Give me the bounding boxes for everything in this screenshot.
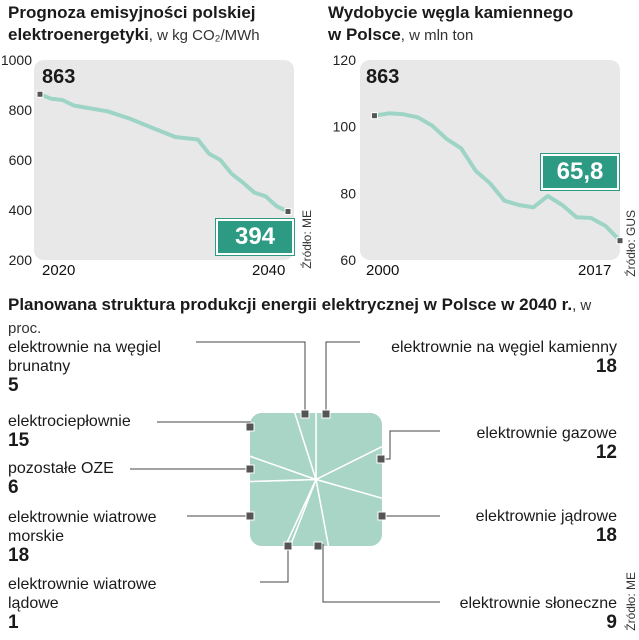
chart2-svg: 120 100 80 60 (333, 52, 624, 268)
pie-slice-7 (250, 413, 318, 481)
chart1-ytick-3: 400 (9, 202, 33, 218)
chart2-ytick-2: 80 (340, 185, 356, 201)
pie-marker-4 (283, 541, 293, 551)
pie-marker-5 (313, 541, 323, 551)
pie-marker-3 (245, 511, 255, 521)
chart2-end-marker (616, 237, 624, 245)
chart2-end-badge: 65,8 (540, 153, 620, 191)
pie-leader-line-4 (260, 546, 289, 583)
chart1-end-badge: 394 (215, 218, 295, 256)
chart2-ytick-1: 100 (333, 119, 357, 135)
chart1-ytick-2: 600 (9, 152, 33, 168)
chart2-start-marker (370, 112, 378, 120)
pie-leader-line-7 (381, 430, 440, 460)
chart1-svg: 1000 800 600 400 200 (1, 52, 294, 268)
pie-label-gazowe: elektrownie gazowe 12 (476, 425, 617, 463)
pie-label-sloneczne: elektrownie słoneczne 9 (459, 595, 617, 633)
pie-label-oze: pozostałe OZE 6 (8, 460, 114, 498)
chart1-xtick-start: 2020 (42, 262, 76, 279)
pie-label-jadrowe: elektrownie jądrowe 18 (475, 508, 617, 546)
chart1-end-marker (284, 208, 292, 215)
pie-slice-1 (313, 429, 382, 511)
chart2-xtick-end: 2017 (578, 262, 612, 279)
chart2-series-line (374, 111, 622, 243)
pie-leader-line-0 (196, 341, 306, 414)
chart3-title: Planowana struktura produkcji energii el… (8, 295, 592, 337)
chart1-title: Prognoza emisyjności polskiej elektroene… (8, 3, 260, 44)
pie-leader-line-5 (322, 544, 440, 603)
chart1-series-line (39, 92, 289, 214)
pie-label-wiatr-ladowe: elektrownie wiatrowe lądowe 1 (8, 576, 157, 633)
chart2-ytick-0: 120 (333, 52, 357, 68)
pie-marker-2 (245, 464, 255, 474)
chart1-xtick-end: 2040 (252, 262, 286, 279)
pie-slice-6 (250, 441, 317, 484)
chart2-ytick-3: 60 (340, 252, 356, 268)
pie-label-elektrocieplownie: elektrociepłownie 15 (8, 413, 131, 451)
pie-slice-0 (315, 413, 382, 481)
pie-slice-5 (250, 478, 318, 546)
pie-slice-8 (281, 413, 317, 480)
pie-leader-line-1 (157, 421, 251, 427)
chart2-start-label: 863 (366, 66, 400, 88)
pie-slice-3 (275, 476, 338, 546)
chart1-start-label: 863 (42, 66, 76, 88)
pie-marker-0 (300, 409, 310, 419)
chart1-ytick-4: 200 (9, 252, 33, 268)
pie-slice-2 (315, 478, 382, 546)
chart1-start-marker (36, 90, 44, 98)
pie-label-wiatr-morskie: elektrownie wiatrowe morskie 18 (8, 509, 157, 566)
chart1-ytick-1: 800 (9, 102, 33, 118)
chart2-title: Wydobycie węgla kamiennego w Polsce, w m… (328, 3, 574, 44)
pie-marker-1 (245, 422, 255, 432)
chart3-source: Źródło: ME (624, 572, 638, 631)
pie-label-brunatny: elektrownie na węgiel brunatny 5 (8, 339, 161, 396)
pie-leader-line-8 (325, 341, 360, 414)
pie-marker-7 (376, 454, 386, 464)
pie-marker-6 (377, 511, 387, 521)
chart2-xtick-start: 2000 (366, 262, 400, 279)
chart1-ytick-0: 1000 (1, 52, 32, 68)
chart2-plot-bg (360, 60, 620, 260)
pie-marker-8 (321, 409, 331, 419)
pie-label-kamienny: elektrownie na węgiel kamienny 18 (391, 339, 617, 377)
